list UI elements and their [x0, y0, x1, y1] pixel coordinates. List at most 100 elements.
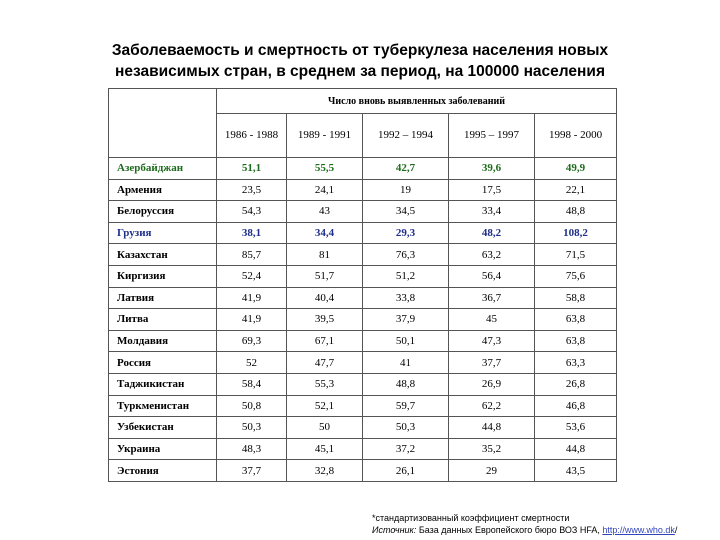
value-cell: 81	[286, 243, 363, 266]
value-cell: 39,6	[448, 157, 535, 180]
value-cell: 63,3	[533, 351, 618, 374]
value-cell: 39,5	[286, 308, 363, 331]
source-line: Источник: База данных Европейского бюро …	[372, 524, 677, 536]
value-cell: 67,1	[286, 329, 363, 353]
value-cell: 32,8	[286, 459, 363, 482]
value-cell: 40,4	[286, 286, 363, 310]
table-row: Казахстан 85,7 81 76,3 63,2 71,5	[108, 243, 618, 266]
value-cell: 19	[362, 178, 449, 202]
period-header: 1998 - 2000	[533, 113, 618, 158]
value-cell: 47,3	[448, 329, 535, 353]
country-cell: Латвия	[108, 286, 217, 310]
value-cell: 41,9	[216, 308, 287, 331]
value-cell: 37,7	[216, 459, 287, 482]
value-cell: 63,8	[533, 329, 618, 353]
value-cell: 29,3	[362, 221, 449, 245]
value-cell: 54,3	[216, 200, 287, 223]
value-cell: 71,5	[533, 243, 618, 266]
table-row: Литва 41,9 39,5 37,9 45 63,8	[108, 308, 618, 331]
value-cell: 29	[448, 459, 535, 482]
table-row: Узбекистан 50,3 50 50,3 44,8 53,6	[108, 416, 618, 439]
period-header: 1986 - 1988	[216, 113, 287, 158]
value-cell: 37,9	[362, 308, 449, 331]
value-cell: 22,1	[533, 178, 618, 202]
table-row: Латвия 41,9 40,4 33,8 36,7 58,8	[108, 286, 618, 310]
title-line-1: Заболеваемость и смертность от туберкуле…	[111, 42, 609, 59]
value-cell: 50,1	[362, 329, 449, 353]
value-cell: 52,4	[216, 264, 287, 288]
value-cell: 69,3	[216, 329, 287, 353]
value-cell: 48,8	[533, 200, 618, 223]
value-cell: 51,2	[362, 264, 449, 288]
period-header: 1989 - 1991	[286, 113, 363, 158]
title-line-2: независимых стран, в среднем за период, …	[114, 63, 605, 80]
country-cell: Киргизия	[108, 264, 217, 288]
country-cell: Молдавия	[108, 329, 217, 353]
value-cell: 44,8	[448, 416, 535, 439]
table-row: Украина 48,3 45,1 37,2 35,2 44,8	[108, 437, 618, 461]
value-cell: 45	[448, 308, 535, 331]
country-cell: Туркменистан	[108, 394, 217, 418]
table-row: Азербайджан 51,1 55,5 42,7 39,6 49,9	[108, 157, 618, 180]
value-cell: 46,8	[533, 394, 618, 418]
value-cell: 51,7	[286, 264, 363, 288]
value-cell: 36,7	[448, 286, 535, 310]
value-cell: 63,2	[448, 243, 535, 266]
source-text: База данных Европейского бюро ВОЗ HFA,	[418, 525, 600, 535]
footer-notes: *стандартизованный коэффициент смертност…	[372, 512, 677, 536]
value-cell: 34,5	[362, 200, 449, 223]
country-cell: Россия	[108, 351, 217, 374]
country-cell: Литва	[108, 308, 217, 331]
value-cell: 108,2	[533, 221, 618, 245]
value-cell: 26,8	[533, 372, 618, 396]
country-cell: Азербайджан	[108, 157, 217, 180]
value-cell: 45,1	[286, 437, 363, 461]
source-link[interactable]: http://www.who.dk	[602, 525, 675, 535]
value-cell: 50,8	[216, 394, 287, 418]
table-row: Белоруссия 54,3 43 34,5 33,4 48,8	[108, 200, 618, 223]
source-trailing: /	[674, 525, 678, 535]
value-cell: 53,6	[533, 416, 618, 439]
value-cell: 52,1	[286, 394, 363, 418]
value-cell: 26,9	[448, 372, 535, 396]
country-cell: Узбекистан	[108, 416, 217, 439]
value-cell: 35,2	[448, 437, 535, 461]
value-cell: 37,2	[362, 437, 449, 461]
value-cell: 43	[286, 200, 363, 223]
value-cell: 23,5	[216, 178, 287, 202]
table-row: Россия 52 47,7 41 37,7 63,3	[108, 351, 618, 374]
value-cell: 55,3	[286, 372, 363, 396]
value-cell: 52	[216, 351, 287, 374]
value-cell: 38,1	[216, 221, 287, 245]
value-cell: 26,1	[362, 459, 449, 482]
value-cell: 42,7	[362, 157, 449, 180]
value-cell: 48,8	[362, 372, 449, 396]
value-cell: 49,9	[533, 157, 618, 180]
value-cell: 62,2	[448, 394, 535, 418]
value-cell: 41	[362, 351, 449, 374]
value-cell: 50,3	[362, 416, 449, 439]
value-cell: 51,1	[216, 157, 287, 180]
value-cell: 75,6	[533, 264, 618, 288]
corner-cell	[108, 88, 217, 158]
table-row: Эстония 37,7 32,8 26,1 29 43,5	[108, 459, 618, 482]
value-cell: 24,1	[286, 178, 363, 202]
country-cell: Армения	[108, 178, 217, 202]
value-cell: 44,8	[533, 437, 618, 461]
country-cell: Эстония	[108, 459, 217, 482]
value-cell: 48,2	[448, 221, 535, 245]
table-row: Таджикистан 58,4 55,3 48,8 26,9 26,8	[108, 372, 618, 396]
country-cell: Таджикистан	[108, 372, 217, 396]
value-cell: 33,4	[448, 200, 535, 223]
period-header: 1995 – 1997	[448, 113, 535, 158]
value-cell: 33,8	[362, 286, 449, 310]
value-cell: 56,4	[448, 264, 535, 288]
value-cell: 41,9	[216, 286, 287, 310]
country-cell: Казахстан	[108, 243, 217, 266]
value-cell: 55,5	[286, 157, 363, 180]
table-row: Киргизия 52,4 51,7 51,2 56,4 75,6	[108, 264, 618, 288]
country-cell: Грузия	[108, 221, 217, 245]
value-cell: 43,5	[533, 459, 618, 482]
value-cell: 34,4	[286, 221, 363, 245]
value-cell: 50,3	[216, 416, 287, 439]
